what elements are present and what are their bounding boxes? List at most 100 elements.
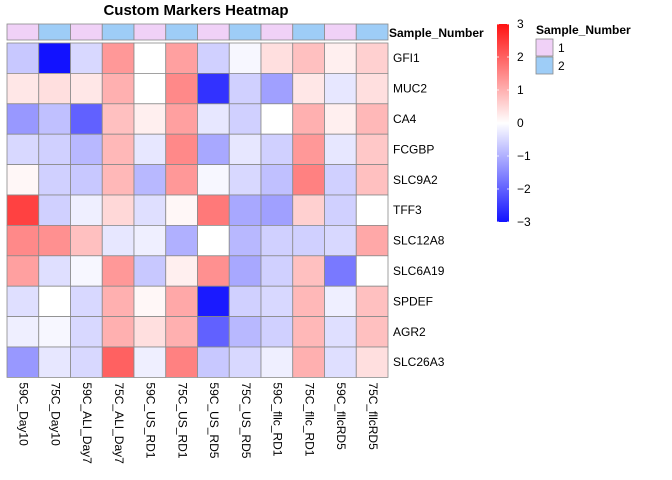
heatmap-cell — [70, 316, 103, 348]
row-label: SLC12A8 — [393, 234, 445, 248]
row-label: SPDEF — [393, 294, 433, 308]
heatmap-cell — [228, 42, 262, 74]
row-label: SLC6A19 — [393, 264, 445, 278]
heatmap-cell — [324, 194, 357, 226]
heatmap-cell — [228, 224, 262, 257]
heatmap-cell — [292, 316, 325, 348]
heatmap-cell — [6, 346, 40, 378]
heatmap-cell — [292, 133, 325, 165]
heatmap-cell — [260, 285, 294, 318]
heatmap-cell — [38, 42, 71, 74]
heatmap-cell — [197, 164, 230, 196]
heatmap-cell — [101, 194, 135, 226]
heatmap-cell — [133, 346, 167, 378]
color-scale-tick-label: −1 — [517, 149, 531, 163]
heatmap-cell — [6, 224, 40, 257]
heatmap-cell — [101, 316, 135, 348]
heatmap-cell — [70, 164, 103, 196]
heatmap-cell — [228, 73, 262, 105]
heatmap-cell — [355, 73, 389, 105]
heatmap-cell — [197, 133, 230, 165]
annotation-cell — [197, 23, 230, 41]
annotation-cell — [260, 23, 294, 41]
heatmap-cell — [260, 316, 294, 348]
column-label: 75C_US_RD1 — [175, 382, 189, 458]
heatmap-cell — [38, 164, 71, 196]
heatmap-cell — [70, 255, 103, 287]
heatmap-cell — [355, 194, 389, 226]
heatmap-cell — [324, 255, 357, 287]
column-labels: 59C_Day10 75C_Day10 59C_ALI_Day7 75C_ALI_Da… — [17, 382, 380, 464]
color-scale-tick-label: 3 — [517, 17, 524, 31]
heatmap-cell — [355, 133, 389, 165]
column-label: 75C_fllc_RD1 — [302, 382, 316, 456]
heatmap-cell — [197, 285, 230, 318]
annotation-bar — [6, 23, 389, 41]
heatmap-cell — [228, 194, 262, 226]
heatmap-cell — [38, 224, 71, 257]
heatmap-cell — [260, 73, 294, 105]
heatmap-cell — [165, 133, 198, 165]
heatmap-cell — [260, 42, 294, 74]
heatmap-cell — [133, 42, 167, 74]
heatmap-cell — [260, 194, 294, 226]
column-label: 59C_fllcRD5 — [334, 382, 348, 450]
annotation-cell — [165, 23, 198, 41]
heatmap-cell — [6, 133, 40, 165]
heatmap-cell — [292, 103, 325, 135]
heatmap-cell — [38, 133, 71, 165]
heatmap-cell — [355, 255, 389, 287]
column-label: 75C_ALI_Day7 — [112, 382, 126, 464]
heatmap-cell — [260, 255, 294, 287]
annotation-cell — [324, 23, 357, 41]
heatmap-cell — [324, 73, 357, 105]
heatmap-cell — [228, 255, 262, 287]
heatmap-cell — [101, 255, 135, 287]
heatmap-cell — [38, 103, 71, 135]
column-label: 59C_fllc_RD1 — [271, 382, 285, 456]
heatmap-cell — [355, 346, 389, 378]
heatmap-cell — [324, 285, 357, 318]
heatmap-cell — [165, 224, 198, 257]
column-label: 75C_US_RD5 — [239, 382, 253, 458]
heatmap-cell — [165, 103, 198, 135]
column-label: 59C_Day10 — [17, 382, 31, 446]
heatmap-cell — [38, 255, 71, 287]
heatmap-cell — [6, 103, 40, 135]
heatmap-cell — [101, 103, 135, 135]
heatmap-cell — [324, 42, 357, 74]
heatmap-cell — [228, 316, 262, 348]
heatmap-cell — [133, 224, 167, 257]
heatmap-cell — [70, 133, 103, 165]
annotation-cell — [101, 23, 135, 41]
heatmap-cell — [228, 133, 262, 165]
heatmap-cells — [6, 42, 389, 378]
heatmap-cell — [165, 73, 198, 105]
column-label: 59C_US_RD1 — [144, 382, 158, 458]
heatmap-cell — [133, 194, 167, 226]
annotation-legend-label: 1 — [558, 41, 565, 55]
heatmap-cell — [38, 346, 71, 378]
annotation-legend: Sample_Number 1 2 — [535, 23, 631, 75]
heatmap-cell — [38, 194, 71, 226]
annotation-cell — [292, 23, 325, 41]
heatmap-cell — [355, 103, 389, 135]
row-labels: GFI1 MUC2 CA4 FCGBP SLC9A2 TFF3 SLC12A8 SLC6A19… — [393, 51, 445, 369]
heatmap-cell — [70, 224, 103, 257]
color-scale-tick-label: 2 — [517, 50, 524, 64]
heatmap-cell — [292, 285, 325, 318]
annotation-cell — [228, 23, 262, 41]
heatmap-cell — [70, 346, 103, 378]
heatmap-cell — [6, 73, 40, 105]
color-scale-tick-label: −2 — [517, 182, 531, 196]
chart-title: Custom Markers Heatmap — [103, 2, 288, 19]
annotation-cell — [6, 23, 40, 41]
color-scale-bar — [497, 24, 509, 222]
heatmap-cell — [6, 194, 40, 226]
heatmap-cell — [228, 346, 262, 378]
heatmap-cell — [133, 285, 167, 318]
heatmap-cell — [324, 346, 357, 378]
annotation-bar-label: Sample_Number — [389, 26, 484, 40]
heatmap-cell — [260, 164, 294, 196]
heatmap-cell — [165, 194, 198, 226]
